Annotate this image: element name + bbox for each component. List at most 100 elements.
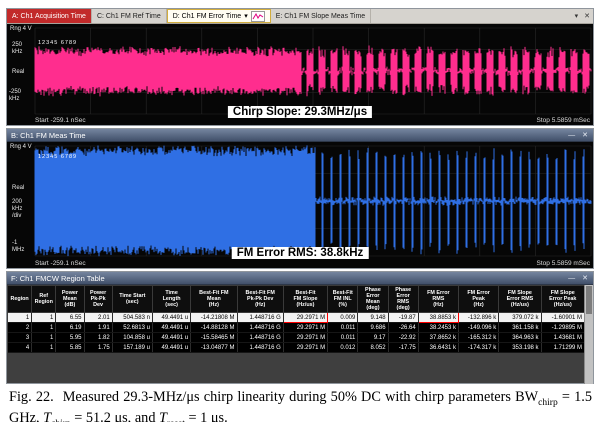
table-cell[interactable]: -132.896 k [458,312,500,324]
table-cell[interactable]: 38.8853 k [417,312,460,324]
table-cell[interactable]: 9.686 [357,322,389,334]
column-header[interactable]: Phase Error Mean (deg) [357,285,389,314]
table-cell[interactable]: -13.04877 M [190,342,238,354]
table-cell[interactable]: 1.75 [84,342,113,354]
table-cell[interactable]: 29.2971 M [282,312,329,324]
table-cell[interactable]: -14.88128 M [190,322,238,334]
close-icon[interactable]: ✕ [582,275,588,282]
chevron-down-icon[interactable]: ▾ [574,13,579,20]
table-cell[interactable]: 1.448716 G [237,322,284,334]
table-cell[interactable]: 5.95 [55,332,85,344]
column-header[interactable]: FM Error Peak (Hz) [457,285,500,314]
column-header[interactable]: Ref Region [31,285,57,314]
tab-ch1-fm-error-time[interactable]: D: Ch1 FM Error Time ▾ [166,9,271,23]
table-cell[interactable]: 1 [31,332,57,344]
waveform-plot-acquisition[interactable]: Rng 4 V 12345 6789 250 kHz Real -250 kHz… [7,24,593,125]
table-cell[interactable]: 4 [7,342,33,354]
column-header[interactable]: Power Pk-Pk Dev [83,285,113,314]
table-cell[interactable]: 1 [7,312,33,324]
tab-ch1-fm-ref-time[interactable]: C: Ch1 FM Ref Time [92,9,167,23]
tab-ch1-acquisition-time[interactable]: A: Ch1 Acquisition Time [7,9,92,23]
column-header[interactable]: Region [7,285,33,314]
chevron-down-icon[interactable]: ▾ [244,13,248,20]
table-cell[interactable]: 1.448716 G [237,332,284,344]
table-cell[interactable]: 29.2971 M [283,332,329,344]
window-title-bar[interactable]: F: Ch1 FMCW Region Table — ✕ [7,272,593,285]
table-cell[interactable]: 2.01 [84,312,113,324]
table-cell[interactable]: 36.6431 k [418,342,460,354]
table-cell[interactable]: 0.011 [327,332,359,344]
table-cell[interactable]: 353.198 k [498,342,542,354]
column-header[interactable]: Best-Fit FM Slope (Hz/us) [282,285,329,314]
column-header[interactable]: Time Length (sec) [151,285,192,314]
table-cell[interactable]: 49.4491 u [152,322,192,334]
column-header[interactable]: Phase Error RMS (deg) [387,285,419,314]
column-header[interactable]: Time Start (sec) [111,285,153,314]
table-cell[interactable]: -15.58465 M [190,332,238,344]
table-cell[interactable]: 364.963 k [498,332,542,344]
table-cell[interactable]: 1.91 [84,322,113,334]
minimize-icon[interactable]: — [568,274,576,282]
table-cell[interactable]: 1.448716 G [237,312,284,324]
table-cell[interactable]: 52.6813 u [112,322,153,334]
table-cell[interactable]: -1.29895 M [541,322,586,334]
table-cell[interactable]: 1.43681 M [541,332,586,344]
table-cell[interactable]: -149.096 k [458,322,500,334]
table-cell[interactable]: 379.072 k [498,312,542,324]
table-cell[interactable]: 49.4491 u [152,342,192,354]
table-cell[interactable]: 0.009 [327,312,359,324]
table-cell[interactable]: -19.87 [388,312,419,324]
table-cell[interactable]: 37.8652 k [418,332,460,344]
waveform-plot-fm-meas[interactable]: Rng 4 V 12345 6789 Real 200 kHz /div -1 … [7,142,593,268]
window-title-bar[interactable]: B: Ch1 FM Meas Time — ✕ [7,129,593,142]
table-cell[interactable]: 49.4491 u [152,332,192,344]
table-cell[interactable]: 1 [31,322,57,334]
column-header[interactable]: Best-Fit FM INL (%) [327,285,359,314]
table-cell[interactable]: 0.011 [327,322,359,334]
table-cell[interactable]: 504.583 n [112,312,153,324]
close-icon[interactable]: ✕ [582,132,588,139]
vertical-scrollbar[interactable] [584,285,593,384]
table-cell[interactable]: 3 [7,332,33,344]
table-cell[interactable]: 1.71299 M [541,342,586,354]
column-header[interactable]: FM Slope Error RMS (Hz/us) [498,285,542,314]
table-cell[interactable]: 1 [31,312,57,324]
column-header[interactable]: Best-Fit FM Mean (Hz) [190,285,238,314]
table-cell[interactable]: -1.60901 M [541,312,586,324]
table-cell[interactable]: -14.21808 M [190,312,238,324]
table-cell[interactable]: 157.189 u [112,342,153,354]
scrollbar-thumb[interactable] [586,286,592,314]
table-cell[interactable]: -22.92 [388,332,419,344]
table-cell[interactable]: -165.312 k [458,332,500,344]
tab-ch1-fm-slope-meas-time[interactable]: E: Ch1 FM Slope Meas Time [271,9,372,23]
close-icon[interactable]: ✕ [584,13,590,20]
table-cell[interactable]: 29.2971 M [283,322,329,334]
table-cell[interactable]: 9.148 [357,312,389,324]
table-cell[interactable]: -26.64 [388,322,419,334]
table-cell[interactable]: 49.4491 u [152,312,192,324]
column-header[interactable]: FM Slope Error Peak (Hz/us) [540,285,586,314]
table-cell[interactable]: 104.858 u [112,332,153,344]
column-header[interactable]: Power Mean (dB) [55,285,85,314]
table-cell[interactable]: 1.82 [84,332,113,344]
table-cell[interactable]: -174.317 k [458,342,500,354]
table-cell[interactable]: 361.158 k [498,322,542,334]
table-cell[interactable]: 6.19 [55,322,85,334]
table-cell[interactable]: 0.012 [327,342,359,354]
table-cell[interactable]: 1 [31,342,57,354]
table-cell[interactable]: 9.17 [357,332,389,344]
table-cell[interactable]: 29.2971 M [283,342,329,354]
column-header[interactable]: FM Error RMS (Hz) [417,285,460,314]
column-header[interactable]: Best-Fit FM Pk-Pk Dev (Hz) [236,285,284,314]
table-cell[interactable]: -17.75 [388,342,419,354]
table-cell[interactable]: 1.448716 G [237,342,284,354]
table-cell[interactable]: 38.2453 k [418,322,460,334]
table-cell[interactable]: 6.55 [55,312,85,324]
minimize-icon[interactable]: — [568,131,576,139]
table-cell[interactable]: 8.052 [357,342,389,354]
table-cell[interactable]: 5.85 [55,342,85,354]
